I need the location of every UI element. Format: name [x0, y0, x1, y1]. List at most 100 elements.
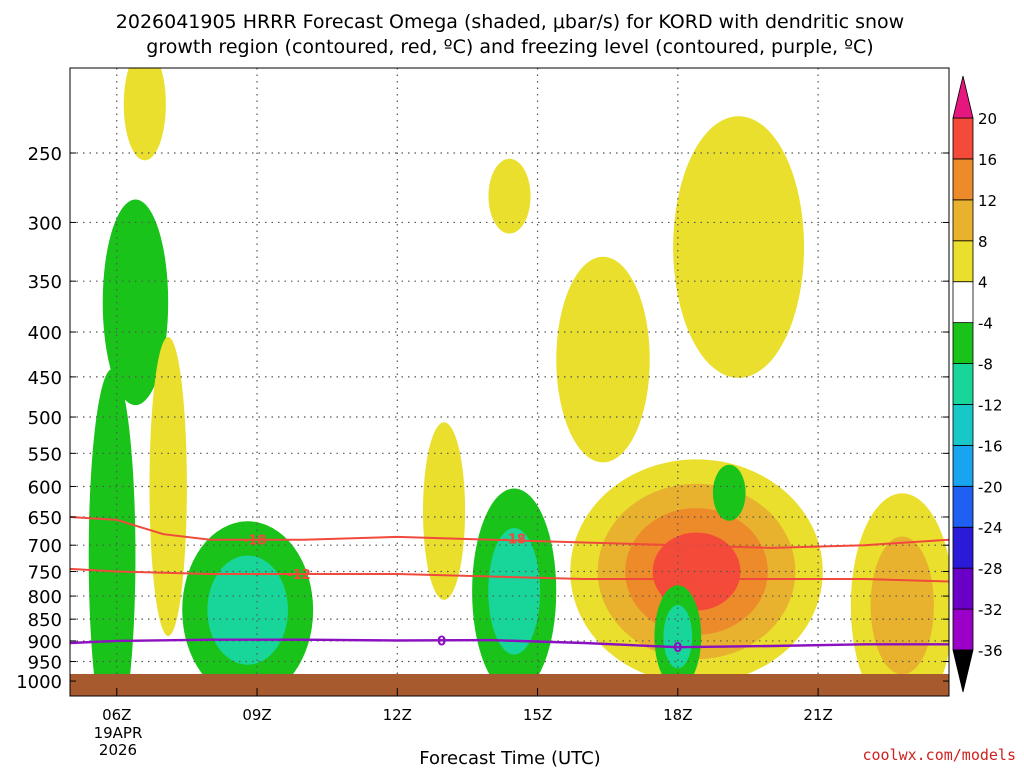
ytick-label-850: 850	[28, 610, 62, 631]
colorbar-bin--28	[952, 526, 974, 569]
dgz-upper-label-2: -18	[502, 533, 526, 548]
colorbar-bin--4	[952, 281, 974, 324]
colorbar-label--20: -20	[978, 478, 1003, 496]
colorbar-label-8: 8	[978, 233, 988, 251]
ytick-label-700: 700	[28, 536, 62, 557]
updraft-22z-level-1	[870, 536, 934, 675]
year-label: 2026	[99, 741, 137, 759]
svg-text:-18: -18	[243, 534, 267, 549]
ytick-label-900: 900	[28, 632, 62, 653]
colorbar-label--24: -24	[978, 519, 1003, 537]
omega-downdraft-14z	[472, 488, 557, 695]
omega-downdraft-06z-low	[88, 369, 136, 696]
time-axis: 06Z 09Z 12Z 15Z 18Z 21Z	[102, 688, 833, 724]
colorbar: -36 -32 -28 -24 -20 -16 -12 -8 -4 4 8 12 16 20	[952, 75, 1003, 693]
omega-downdraft-19z	[712, 464, 746, 521]
svg-text:0: 0	[673, 641, 682, 656]
xtick-label-09Z: 09Z	[242, 706, 271, 724]
colorbar-bin-12	[952, 158, 974, 201]
downdraft-19z-level-0	[712, 464, 746, 521]
downdraft-14z-level-1	[488, 528, 541, 655]
ytick-label-800: 800	[28, 587, 62, 608]
ytick-label-950: 950	[28, 653, 62, 674]
downdraft-18z-level-1	[663, 605, 693, 669]
svg-text:0: 0	[437, 635, 446, 650]
ytick-label-500: 500	[28, 408, 62, 429]
updraft-19z-level-0	[673, 116, 805, 378]
colorbar-bin--16	[952, 404, 974, 446]
svg-text:-12: -12	[287, 568, 311, 583]
xtick-label-12Z: 12Z	[383, 706, 412, 724]
dgz-lower-label-1: -12	[287, 568, 311, 583]
dgz-lower-label-2: -12	[671, 573, 695, 588]
downdraft-06z-level-0	[102, 199, 169, 406]
svg-text:-12: -12	[671, 573, 695, 588]
omega-updraft-19z	[673, 116, 805, 378]
omega-downdraft-06z	[102, 199, 169, 406]
xtick-label-21Z: 21Z	[803, 706, 832, 724]
updraft-13z-level-0	[423, 422, 466, 600]
chart-title: 2026041905 HRRR Forecast Omega (shaded, …	[116, 11, 904, 58]
colorbar-bin--36	[952, 608, 974, 651]
ground-surface	[70, 674, 949, 696]
ytick-label-400: 400	[28, 323, 62, 344]
ytick-label-650: 650	[28, 508, 62, 529]
ytick-label-250: 250	[28, 144, 62, 165]
colorbar-label--12: -12	[978, 396, 1003, 414]
colorbar-label-12: 12	[978, 192, 997, 210]
omega-downdraft-18z	[654, 585, 702, 689]
dgz-upper-label-3: -18	[666, 539, 690, 554]
svg-text:-18: -18	[666, 539, 690, 554]
colorbar-label--32: -32	[978, 601, 1003, 619]
colorbar-label--36: -36	[978, 642, 1003, 660]
ytick-label-350: 350	[28, 272, 62, 293]
ytick-label-300: 300	[28, 213, 62, 234]
ytick-label-750: 750	[28, 562, 62, 583]
colorbar-bin--8	[952, 322, 974, 364]
svg-text:-18: -18	[502, 533, 526, 548]
downdraft-08z-level-1	[207, 555, 288, 665]
freezing-level-contour	[70, 638, 949, 649]
colorbar-bin-4	[952, 240, 974, 283]
ytick-label-1000: 1000	[16, 672, 62, 693]
colorbar-label--8: -8	[978, 356, 993, 374]
colorbar-top-arrow	[952, 75, 974, 119]
plot-frame	[69, 67, 950, 697]
downdraft-06z-low-level-0	[88, 369, 136, 696]
freezing-label-1: 0	[437, 635, 446, 650]
ytick-label-450: 450	[28, 368, 62, 389]
colorbar-bin-16	[952, 117, 974, 160]
colorbar-label-20: 20	[978, 110, 997, 128]
colorbar-label-16: 16	[978, 151, 997, 169]
updraft-06z-top-level-0	[123, 68, 166, 161]
colorbar-bin--24	[952, 485, 974, 528]
colorbar-label--4: -4	[978, 315, 993, 333]
xtick-label-06Z: 06Z	[102, 706, 131, 724]
colorbar-label-4: 4	[978, 274, 988, 292]
omega-updraft-16z	[556, 256, 650, 463]
omega-updraft-14z-top	[488, 158, 531, 234]
updraft-14z-top-level-0	[488, 158, 531, 234]
colorbar-bin--32	[952, 567, 974, 610]
credit-link[interactable]: coolwx.com/models	[862, 746, 1016, 764]
colorbar-label--16: -16	[978, 437, 1003, 455]
colorbar-label--28: -28	[978, 560, 1003, 578]
pressure-axis: 2503003504004505005506006507007508008509…	[16, 144, 949, 693]
title-line-2: growth region (contoured, red, ºC) and f…	[146, 36, 873, 58]
x-axis-label: Forecast Time (UTC)	[419, 748, 600, 768]
dgz-lower-contour	[70, 567, 949, 583]
omega-updraft-13z	[423, 422, 466, 600]
contour-lines: -18 -18 -18 -12 -12 0 0	[70, 516, 949, 656]
omega-downdraft-08z	[182, 521, 314, 696]
xtick-label-15Z: 15Z	[523, 706, 552, 724]
colorbar-bin-8	[952, 199, 974, 242]
colorbar-bin--20	[952, 444, 974, 487]
freezing-label-2: 0	[673, 641, 682, 656]
updraft-16z-level-0	[556, 256, 650, 463]
xtick-label-18Z: 18Z	[663, 706, 692, 724]
ytick-label-600: 600	[28, 477, 62, 498]
dgz-upper-contour	[70, 516, 949, 549]
dgz-upper-label-1: -18	[243, 534, 267, 549]
omega-updraft-06z-top	[123, 68, 166, 161]
